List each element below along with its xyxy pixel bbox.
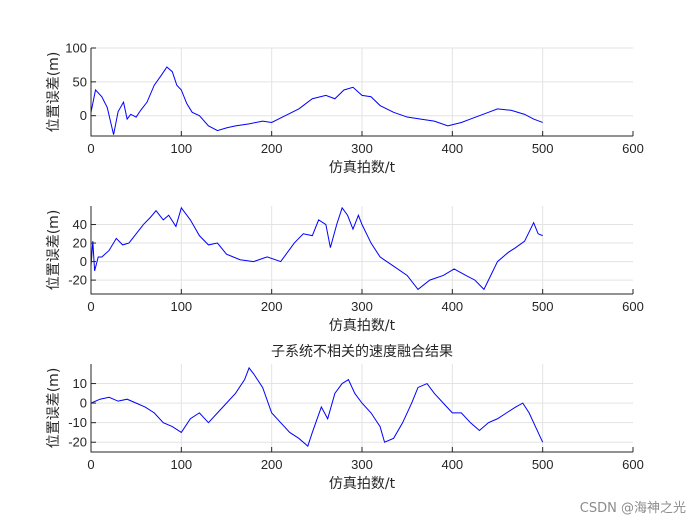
x-axis-label: 仿真拍数/t (329, 160, 396, 176)
y-axis-label: 位置误差(m) (46, 52, 62, 133)
series-line-1 (90, 366, 544, 447)
y-tick-label: 10 (73, 376, 87, 391)
watermark: CSDN @海神之光 (580, 501, 686, 516)
x-tick-label: 0 (87, 457, 94, 472)
y-tick-label: 0 (80, 396, 87, 411)
x-tick-label: 100 (170, 457, 192, 472)
x-tick-label: 400 (441, 141, 463, 156)
series-line-1 (90, 66, 543, 135)
series-line-1 (90, 206, 543, 291)
x-tick-label: 100 (170, 141, 192, 156)
x-tick-label: 600 (622, 141, 644, 156)
x-tick-label: 500 (532, 141, 554, 156)
x-tick-label: 400 (441, 299, 463, 314)
y-axis-label: 位置误差(m) (46, 210, 62, 291)
x-tick-label: 300 (351, 457, 373, 472)
x-tick-label: 200 (261, 141, 283, 156)
x-tick-label: 500 (532, 457, 554, 472)
y-tick-label: 20 (73, 236, 87, 251)
x-tick-label: 0 (87, 299, 94, 314)
y-tick-label: 50 (73, 74, 87, 89)
y-tick-label: -20 (68, 435, 87, 450)
x-tick-label: 400 (441, 457, 463, 472)
x-tick-label: 200 (261, 299, 283, 314)
x-tick-label: 200 (261, 457, 283, 472)
y-tick-label: 0 (80, 108, 87, 123)
x-tick-label: 100 (170, 299, 192, 314)
y-tick-label: -20 (68, 273, 87, 288)
x-axis-label: 仿真拍数/t (329, 318, 396, 334)
x-axis-label: 仿真拍数/t (329, 476, 396, 492)
y-tick-label: -10 (68, 415, 87, 430)
x-tick-label: 600 (622, 457, 644, 472)
y-tick-label: 0 (80, 254, 87, 269)
x-tick-label: 300 (351, 299, 373, 314)
chart-title: 子系统不相关的速度融合结果 (271, 344, 453, 360)
x-tick-label: 500 (532, 299, 554, 314)
y-tick-label: 40 (73, 217, 87, 232)
x-tick-label: 300 (351, 141, 373, 156)
x-tick-label: 600 (622, 299, 644, 314)
x-tick-label: 0 (87, 141, 94, 156)
y-tick-label: 100 (65, 41, 87, 56)
y-axis-label: 位置误差(m) (46, 368, 62, 449)
subplot-3: 0 100 200 300 400 500 600100-10-20仿真拍数/t位置误差(m… (46, 344, 644, 492)
